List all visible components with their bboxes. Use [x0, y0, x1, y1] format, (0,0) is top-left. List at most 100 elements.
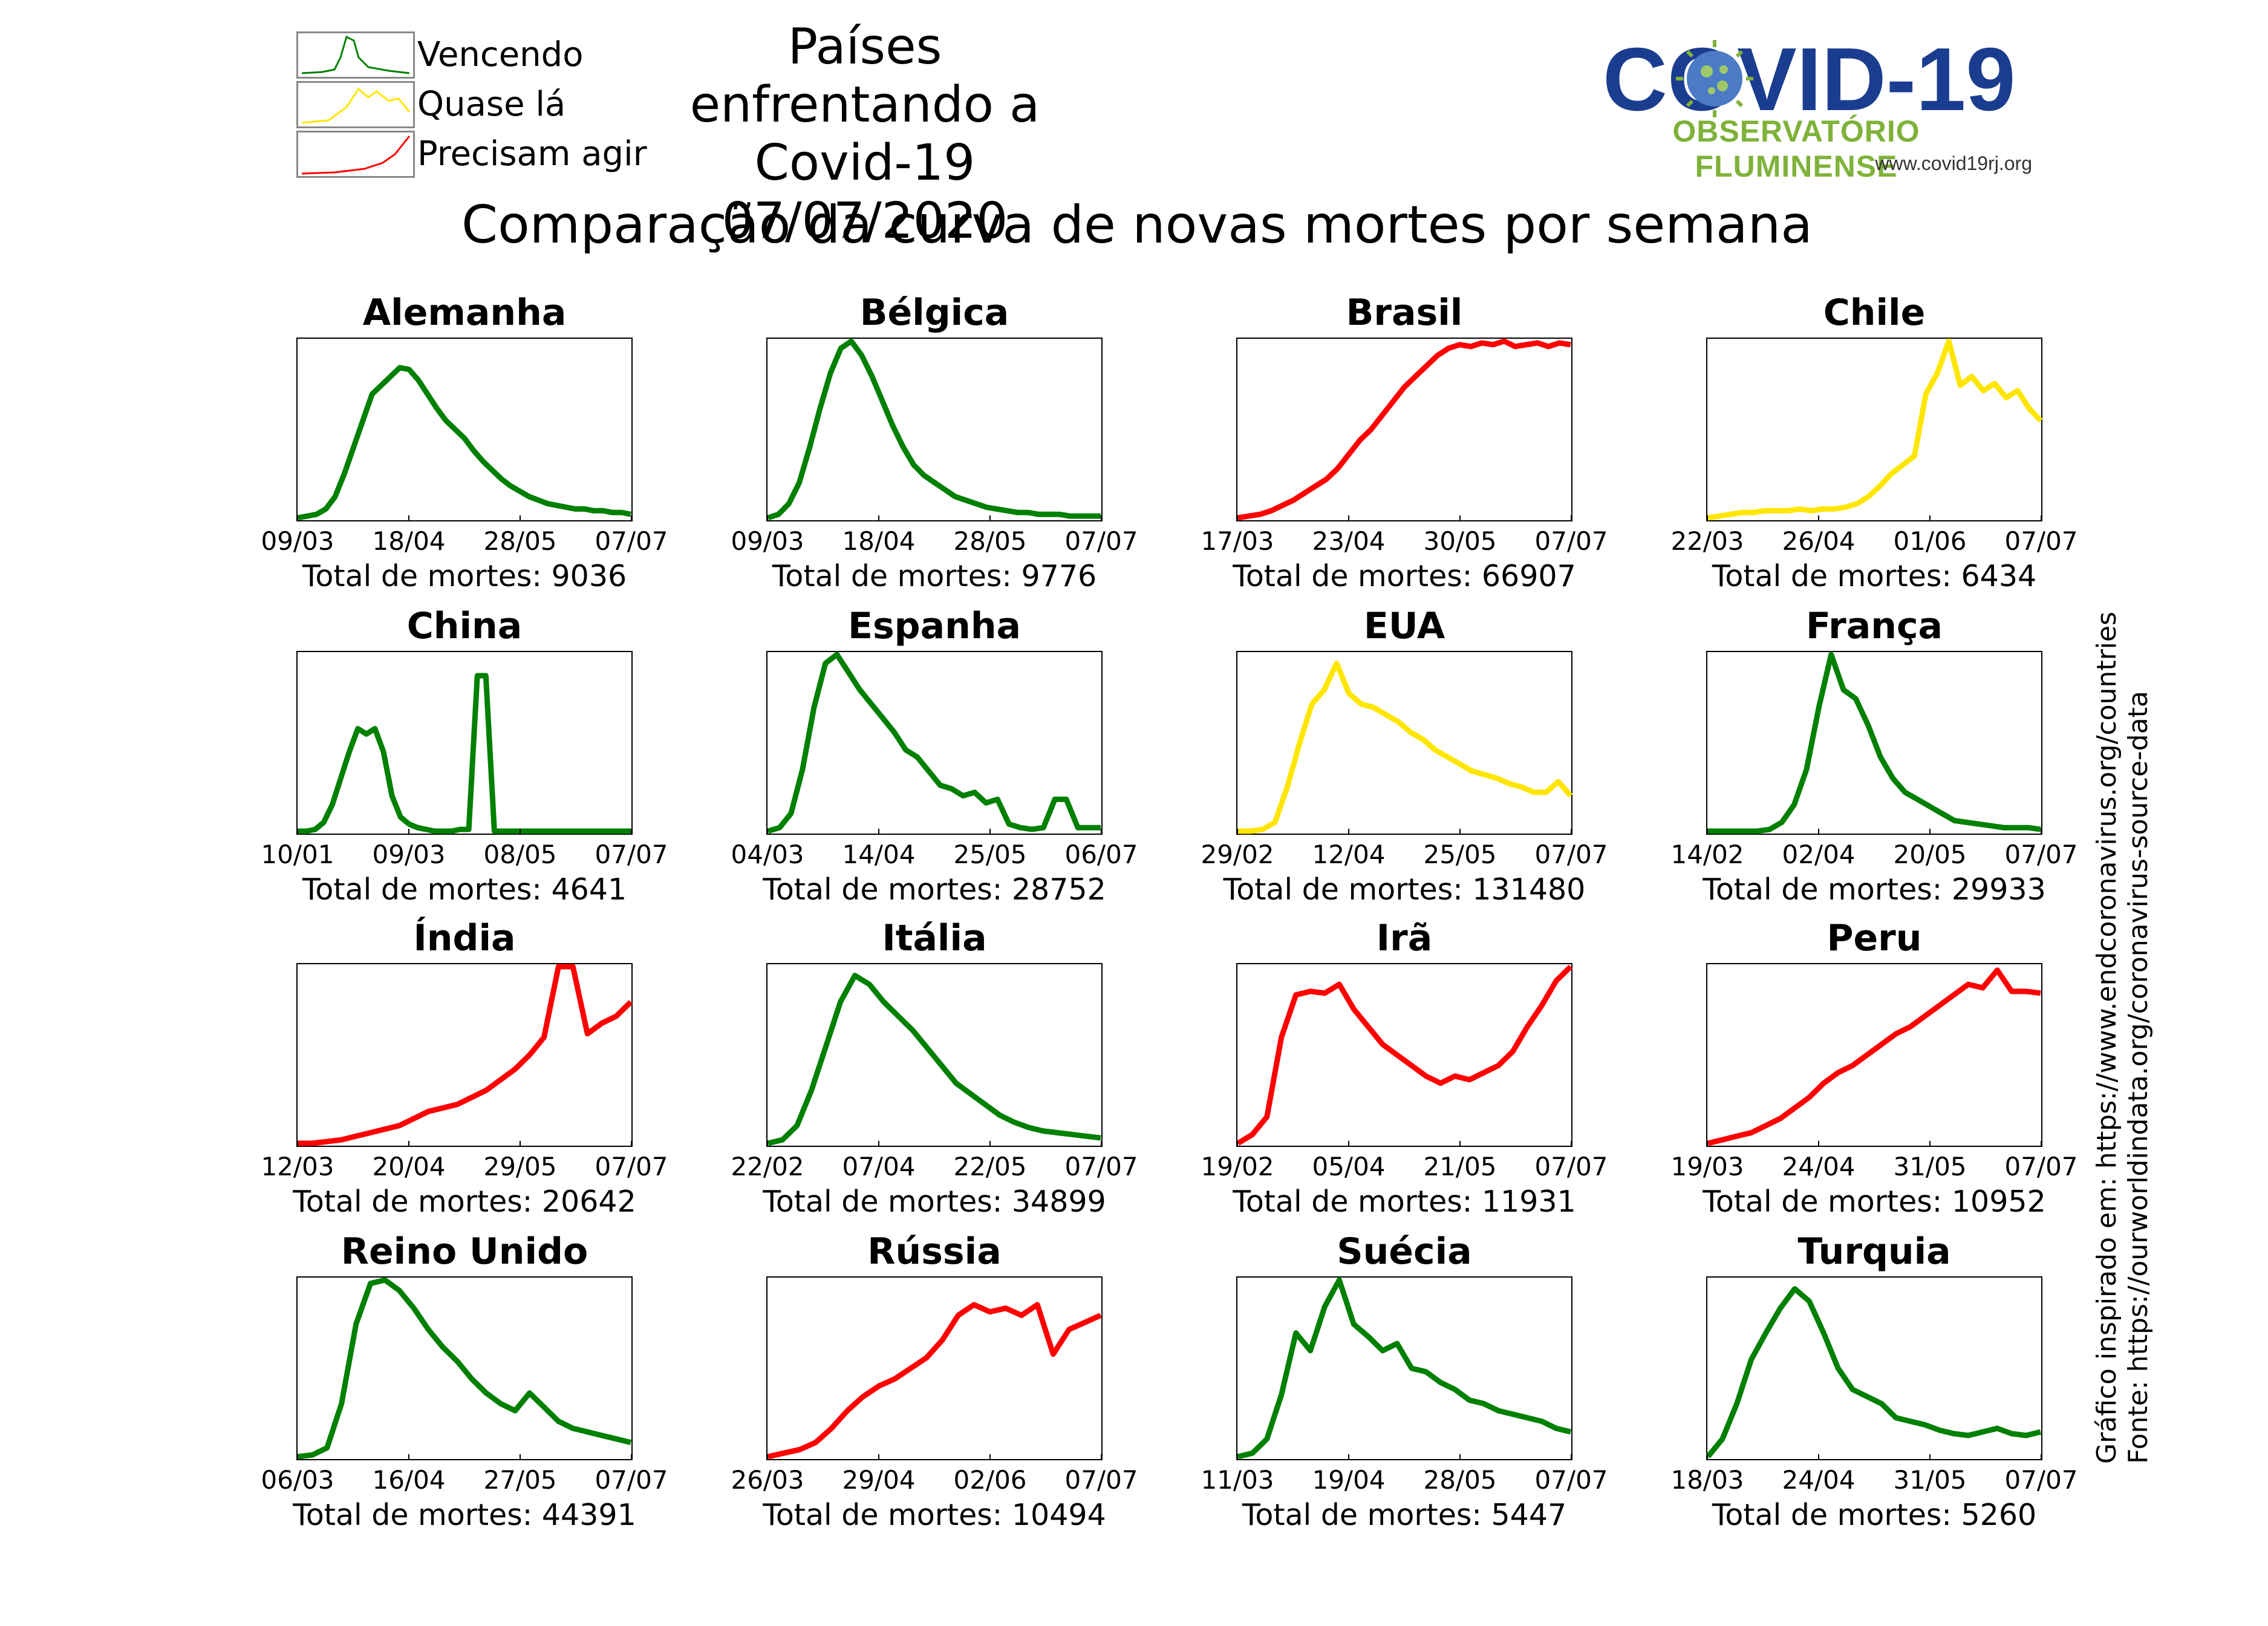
virus-icon	[1676, 40, 1753, 117]
panel-title-brasil: Brasil	[1346, 292, 1463, 334]
panel-title-belgica: Bélgica	[859, 292, 1009, 334]
plot-frame	[1706, 651, 2042, 835]
x-tick-label: 01/06	[1893, 526, 1967, 556]
panel-plot-italia	[766, 963, 1103, 1147]
x-tick-label: 07/07	[1064, 1152, 1138, 1181]
series-line-peru	[1707, 967, 2041, 1146]
panel-turquia	[1706, 1276, 2042, 1460]
total-deaths-reino-unido: Total de mortes: 44391	[293, 1498, 636, 1532]
total-deaths-chile: Total de mortes: 6434	[1712, 559, 2037, 593]
series-line-alemanha	[298, 365, 631, 521]
x-tick-label: 18/03	[1670, 1465, 1744, 1495]
panel-plot-alemanha	[296, 338, 633, 521]
series-line-franca	[1708, 651, 2041, 834]
legend-label-precisam-agir: Precisam agir	[417, 134, 647, 174]
x-tick-label: 07/07	[595, 526, 668, 556]
x-tick-label: 07/07	[1534, 840, 1608, 869]
panel-title-reino-unido: Reino Unido	[341, 1230, 588, 1273]
panel-italia	[766, 963, 1103, 1147]
total-deaths-espanha: Total de mortes: 28752	[763, 872, 1106, 907]
total-deaths-brasil: Total de mortes: 66907	[1233, 559, 1576, 593]
x-tick-label: 04/03	[731, 840, 804, 869]
x-tick-label: 07/07	[2004, 526, 2078, 556]
plot-frame	[766, 651, 1103, 835]
total-deaths-ira: Total de mortes: 11931	[1233, 1184, 1576, 1219]
x-tick-label: 29/04	[842, 1465, 916, 1495]
x-tick-label: 07/07	[1534, 526, 1608, 556]
series-line-russia	[767, 1302, 1102, 1460]
x-tick-label: 31/05	[1893, 1152, 1967, 1181]
x-tick-label: 07/07	[1064, 1465, 1138, 1495]
total-deaths-italia: Total de mortes: 34899	[763, 1184, 1106, 1219]
x-tick-label: 24/04	[1782, 1152, 1856, 1181]
total-deaths-china: Total de mortes: 4641	[302, 872, 627, 907]
x-tick-label: 19/03	[1670, 1152, 1744, 1181]
title-line-1: Países enfrentando a Covid-19	[689, 18, 1040, 192]
total-deaths-franca: Total de mortes: 29933	[1703, 872, 2046, 907]
panel-suecia	[1236, 1276, 1572, 1460]
panel-ira	[1236, 963, 1573, 1147]
panel-franca	[1706, 651, 2042, 835]
x-tick-label: 07/07	[595, 840, 668, 869]
source-line-1: Gráfico inspirado em: https://www.endcor…	[2091, 612, 2122, 1464]
source-text: Gráfico inspirado em: https://www.endcor…	[2091, 612, 2154, 1464]
panel-title-turquia: Turquia	[1797, 1230, 1951, 1273]
logo-url[interactable]: www.covid19rj.org	[1875, 152, 2032, 174]
series-line-turquia	[1706, 1286, 2042, 1458]
plot-frame	[1236, 651, 1572, 835]
x-tick-label: 08/05	[483, 840, 557, 869]
plot-frame	[1236, 963, 1572, 1147]
plot-frame	[296, 651, 633, 835]
x-tick-label: 24/04	[1782, 1465, 1856, 1495]
series-line-espanha	[767, 651, 1101, 834]
x-tick-label: 09/03	[731, 526, 804, 556]
x-tick-label: 25/05	[953, 840, 1027, 869]
panel-plot-india	[296, 963, 633, 1147]
x-tick-label: 07/07	[2004, 1465, 2078, 1495]
x-tick-label: 07/07	[595, 1152, 668, 1181]
plot-frame	[1236, 338, 1572, 521]
x-tick-label: 07/04	[842, 1152, 916, 1181]
x-tick-label: 22/02	[731, 1152, 804, 1181]
x-tick-label: 14/02	[1670, 840, 1744, 869]
panel-title-eua: EUA	[1363, 605, 1445, 647]
covid19-logo: COVID-19	[1603, 30, 2038, 129]
legend-swatch-quase-la	[296, 81, 415, 128]
x-tick-label: 31/05	[1893, 1465, 1967, 1495]
page-title: Países enfrentando a Covid-19 07/07/2020	[653, 18, 1077, 250]
panel-plot-peru	[1706, 963, 2042, 1147]
x-tick-label: 25/05	[1423, 840, 1497, 869]
x-tick-label: 09/03	[372, 840, 446, 869]
series-line-eua	[1238, 661, 1573, 834]
x-tick-label: 14/04	[842, 840, 916, 869]
panel-eua	[1236, 651, 1573, 835]
total-deaths-india: Total de mortes: 20642	[293, 1184, 636, 1219]
total-deaths-suecia: Total de mortes: 5447	[1242, 1498, 1567, 1532]
x-tick-label: 07/07	[2004, 840, 2078, 869]
panel-plot-turquia	[1706, 1276, 2042, 1460]
x-tick-label: 18/04	[842, 526, 916, 556]
panel-title-alemanha: Alemanha	[362, 292, 567, 334]
x-tick-label: 17/03	[1201, 526, 1274, 556]
x-tick-label: 07/07	[1064, 526, 1138, 556]
x-tick-label: 29/02	[1201, 840, 1274, 869]
panel-title-ira: Irã	[1376, 917, 1433, 959]
panel-alemanha	[296, 338, 633, 521]
x-tick-label: 07/07	[595, 1465, 668, 1495]
panel-plot-reino-unido	[296, 1276, 633, 1460]
panel-title-india: Índia	[413, 917, 516, 959]
panel-plot-suecia	[1236, 1276, 1572, 1460]
x-tick-label: 19/02	[1201, 1152, 1274, 1181]
panel-plot-brasil	[1236, 338, 1572, 521]
panel-china	[296, 651, 633, 835]
x-tick-label: 10/01	[261, 840, 334, 869]
panel-plot-ira	[1236, 963, 1573, 1147]
panel-espanha	[766, 651, 1103, 835]
plot-frame	[1706, 1276, 2042, 1460]
x-tick-label: 20/05	[1893, 840, 1967, 869]
x-tick-label: 22/03	[1670, 526, 1744, 556]
x-tick-label: 30/05	[1423, 526, 1497, 556]
x-tick-label: 19/04	[1312, 1465, 1386, 1495]
x-tick-label: 06/07	[1064, 840, 1138, 869]
legend-swatch-vencendo	[296, 31, 415, 79]
